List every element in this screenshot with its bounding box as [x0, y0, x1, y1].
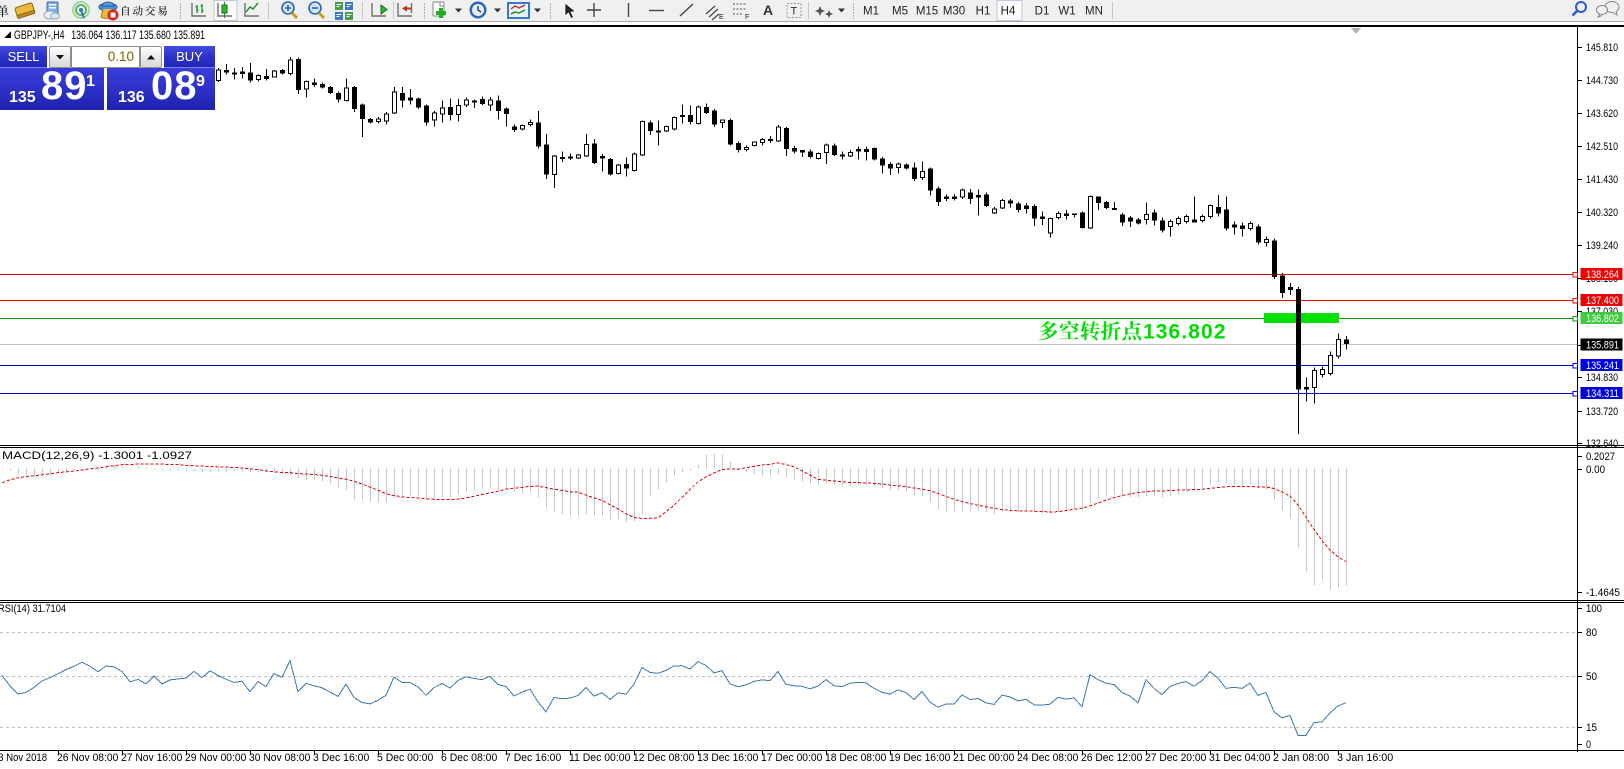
svg-text:H4: H4 [1001, 6, 1016, 18]
svg-text:80: 80 [1586, 627, 1597, 639]
svg-text:100: 100 [1586, 603, 1602, 615]
svg-text:T: T [791, 6, 798, 18]
svg-text:50: 50 [1586, 671, 1597, 683]
svg-text:26 Dec 12:00: 26 Dec 12:00 [1081, 752, 1142, 764]
svg-text:26 Nov 08:00: 26 Nov 08:00 [57, 752, 118, 764]
svg-text:15: 15 [1586, 722, 1597, 734]
svg-text:23 Nov 2018: 23 Nov 2018 [0, 752, 47, 764]
svg-text:134.830: 134.830 [1586, 372, 1618, 384]
svg-text:143.620: 143.620 [1586, 108, 1618, 120]
svg-text:19 Dec 16:00: 19 Dec 16:00 [889, 752, 950, 764]
svg-text:M15: M15 [916, 6, 938, 18]
svg-text:7 Dec 16:00: 7 Dec 16:00 [505, 752, 561, 764]
svg-text:M1: M1 [863, 6, 879, 18]
svg-text:0: 0 [1586, 739, 1591, 751]
svg-text:24 Dec 08:00: 24 Dec 08:00 [1017, 752, 1078, 764]
svg-text:12 Dec 08:00: 12 Dec 08:00 [633, 752, 694, 764]
svg-text:27 Nov 16:00: 27 Nov 16:00 [121, 752, 182, 764]
svg-text:31 Dec 04:00: 31 Dec 04:00 [1209, 752, 1270, 764]
svg-text:6 Dec 08:00: 6 Dec 08:00 [441, 752, 497, 764]
svg-text:21 Dec 00:00: 21 Dec 00:00 [953, 752, 1014, 764]
svg-text:M30: M30 [943, 6, 965, 18]
svg-text:M5: M5 [892, 6, 908, 18]
svg-text:3 Dec 16:00: 3 Dec 16:00 [313, 752, 369, 764]
svg-text:0.2027: 0.2027 [1586, 451, 1615, 463]
svg-text:3 Jan 16:00: 3 Jan 16:00 [1337, 752, 1393, 764]
svg-text:136.802: 136.802 [1143, 321, 1227, 344]
svg-text:139.240: 139.240 [1586, 240, 1618, 252]
svg-text:142.510: 142.510 [1586, 141, 1618, 153]
svg-text:2 Jan 08:00: 2 Jan 08:00 [1273, 752, 1329, 764]
svg-text:30 Nov 08:00: 30 Nov 08:00 [249, 752, 310, 764]
svg-text:137.400: 137.400 [1586, 295, 1619, 307]
svg-text:136.802: 136.802 [1586, 313, 1619, 325]
svg-text:134.311: 134.311 [1586, 388, 1619, 400]
svg-text:135.891: 135.891 [1586, 340, 1619, 352]
svg-text:13 Dec 16:00: 13 Dec 16:00 [697, 752, 758, 764]
svg-text:E: E [719, 14, 724, 21]
svg-text:RSI(14) 31.7104: RSI(14) 31.7104 [0, 603, 66, 615]
svg-text:A: A [763, 2, 773, 18]
svg-text:144.730: 144.730 [1586, 75, 1618, 87]
svg-text:0.00: 0.00 [1586, 464, 1605, 476]
svg-text:27 Dec 20:00: 27 Dec 20:00 [1145, 752, 1206, 764]
svg-text:GBPJPY-,H4 136.064 136.117 13: GBPJPY-,H4 136.064 136.117 135.680 135.8… [14, 30, 205, 42]
svg-text:MACD(12,26,9) -1.3001 -1.0927: MACD(12,26,9) -1.3001 -1.0927 [2, 450, 192, 462]
svg-text:F: F [745, 14, 749, 21]
svg-text:-1.4645: -1.4645 [1586, 587, 1620, 599]
svg-text:W1: W1 [1058, 6, 1075, 18]
svg-text:D1: D1 [1035, 6, 1050, 18]
svg-text:132.640: 132.640 [1586, 438, 1618, 450]
svg-text:18 Dec 08:00: 18 Dec 08:00 [825, 752, 886, 764]
svg-text:MN: MN [1085, 6, 1103, 18]
svg-text:11 Dec 00:00: 11 Dec 00:00 [569, 752, 630, 764]
svg-text:5 Dec 00:00: 5 Dec 00:00 [377, 752, 433, 764]
svg-text:140.320: 140.320 [1586, 207, 1618, 219]
svg-text:133.720: 133.720 [1586, 406, 1618, 418]
svg-text:29 Nov 00:00: 29 Nov 00:00 [185, 752, 246, 764]
svg-text:145.810: 145.810 [1586, 42, 1618, 54]
svg-text:138.264: 138.264 [1586, 269, 1619, 281]
svg-text:17 Dec 00:00: 17 Dec 00:00 [761, 752, 822, 764]
svg-text:141.430: 141.430 [1586, 174, 1618, 186]
svg-text:H1: H1 [976, 6, 991, 18]
svg-text:135.241: 135.241 [1586, 360, 1619, 372]
